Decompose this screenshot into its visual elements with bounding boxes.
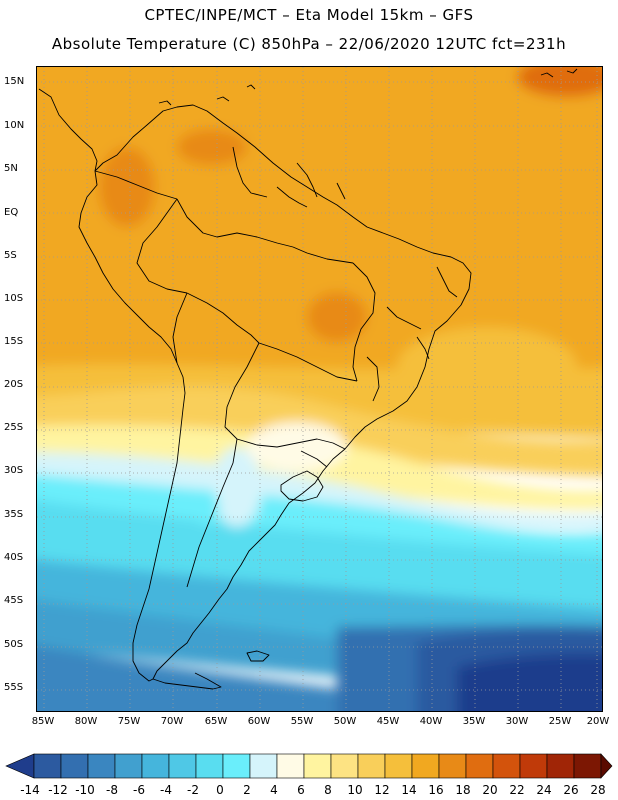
lon-label: 35W: [462, 716, 486, 727]
lon-label: 85W: [31, 716, 55, 727]
legend-arrow-high: [600, 753, 613, 779]
legend-tick-label: -6: [133, 783, 145, 797]
legend-color-box: [519, 753, 548, 779]
lat-label: 30S: [4, 465, 24, 476]
legend-tick-label: 18: [455, 783, 471, 797]
legend-tick-label: 0: [216, 783, 224, 797]
legend-color-box: [168, 753, 197, 779]
lon-label: 45W: [376, 716, 400, 727]
legend-tick-label: 2: [243, 783, 251, 797]
lon-label: 80W: [74, 716, 98, 727]
legend-tick-label: 20: [482, 783, 498, 797]
legend-color-box: [87, 753, 116, 779]
lon-label: 20W: [586, 716, 610, 727]
legend-color-box: [330, 753, 359, 779]
legend-color-box: [384, 753, 413, 779]
legend-color-box: [276, 753, 305, 779]
lon-label: 75W: [117, 716, 141, 727]
graticule: [37, 67, 602, 711]
legend-tick-label: 10: [347, 783, 363, 797]
color-legend: [5, 753, 613, 779]
map-canvas: [37, 67, 602, 711]
legend-color-box: [573, 753, 602, 779]
legend-tick-label: -2: [187, 783, 199, 797]
legend-tick-label: -10: [75, 783, 95, 797]
lat-label: 15S: [4, 336, 24, 347]
legend-color-box: [492, 753, 521, 779]
legend-color-box: [249, 753, 278, 779]
legend-tick-label: 24: [536, 783, 552, 797]
temperature-field: [37, 67, 602, 711]
legend-tick-label: 22: [509, 783, 525, 797]
lat-label: 10S: [4, 293, 24, 304]
lat-label: 15N: [4, 76, 25, 87]
lon-label: 70W: [160, 716, 184, 727]
title-line-2: Absolute Temperature (C) 850hPa – 22/06/…: [51, 35, 567, 53]
legend-color-box: [33, 753, 62, 779]
legend-tick-label: 14: [401, 783, 417, 797]
legend-tick-label: 16: [428, 783, 444, 797]
lon-label: 60W: [247, 716, 271, 727]
lon-label: 40W: [419, 716, 443, 727]
legend-tick-label: 4: [270, 783, 278, 797]
coastlines: [38, 68, 578, 690]
lon-label: 30W: [505, 716, 529, 727]
legend-color-box: [438, 753, 467, 779]
legend-tick-label: -12: [48, 783, 68, 797]
lat-label: 45S: [4, 595, 24, 606]
lat-label: 40S: [4, 552, 24, 563]
legend-tick-label: -4: [160, 783, 172, 797]
lon-label: 25W: [548, 716, 572, 727]
legend-tick-label: 28: [590, 783, 606, 797]
lat-label: 20S: [4, 379, 24, 390]
lat-label: 5S: [4, 250, 17, 261]
lat-label: 10N: [4, 120, 25, 131]
legend-color-box: [411, 753, 440, 779]
legend-tick-label: 8: [324, 783, 332, 797]
legend-color-box: [60, 753, 89, 779]
legend-color-box: [546, 753, 575, 779]
temperature-map: [36, 66, 603, 712]
legend-color-box: [465, 753, 494, 779]
lat-label: EQ: [4, 207, 19, 218]
legend-tick-label: 6: [297, 783, 305, 797]
color-legend-boxes: [5, 753, 613, 779]
legend-color-box: [195, 753, 224, 779]
legend-color-box: [357, 753, 386, 779]
legend-tick-label: -8: [106, 783, 118, 797]
lat-label: 5N: [4, 163, 18, 174]
lat-label: 55S: [4, 682, 24, 693]
lat-label: 25S: [4, 422, 24, 433]
legend-tick-label: 12: [374, 783, 390, 797]
legend-color-box: [222, 753, 251, 779]
legend-color-box: [303, 753, 332, 779]
legend-color-box: [141, 753, 170, 779]
lon-label: 55W: [290, 716, 314, 727]
legend-tick-label: -14: [20, 783, 40, 797]
lon-label: 50W: [333, 716, 357, 727]
title-line-1: CPTEC/INPE/MCT – Eta Model 15km – GFS: [144, 6, 474, 24]
lat-label: 35S: [4, 509, 24, 520]
legend-arrow-low: [5, 753, 35, 779]
lon-label: 65W: [204, 716, 228, 727]
legend-tick-label: 26: [563, 783, 579, 797]
lat-label: 50S: [4, 639, 24, 650]
legend-color-box: [114, 753, 143, 779]
